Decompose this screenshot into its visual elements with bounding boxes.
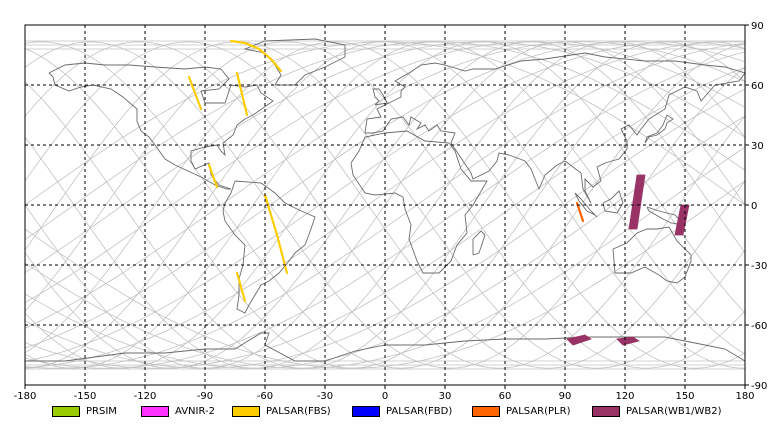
swath-palsar-wb1-wb2- — [616, 336, 640, 346]
orbit-track — [25, 41, 745, 369]
swath-palsar-fbs- — [187, 75, 203, 111]
coverage-map: -180 -150 -120 -90 -60 -30 0 30 60 90 120 150 180 90 6… — [14, 21, 768, 400]
orbit-track — [25, 41, 745, 369]
legend-item-avnir-2: AVNIR-2 — [141, 404, 215, 418]
x-tick-label: 180 — [735, 391, 754, 400]
legend-item-palsar-wb: PALSAR(WB1/WB2) — [592, 404, 722, 418]
orbit-track — [25, 41, 745, 362]
coastline — [472, 230, 486, 256]
swath-palsar-wb1-wb2- — [628, 174, 646, 230]
y-tick-label: 90 — [751, 21, 764, 32]
orbit-track — [25, 41, 745, 369]
legend-label-avnir-2: AVNIR-2 — [175, 405, 215, 417]
orbit-track — [25, 42, 745, 369]
orbit-track — [25, 41, 745, 369]
orbit-track — [25, 51, 745, 369]
legend-swatch-palsar-fbd — [352, 405, 380, 417]
observation-swaths — [187, 39, 690, 346]
y-tick-label: -60 — [751, 321, 767, 332]
legend-label-palsar-fbs: PALSAR(FBS) — [266, 405, 331, 417]
coastline — [350, 130, 488, 274]
y-tick-label: -90 — [751, 381, 767, 392]
orbit-track — [25, 41, 745, 369]
x-tick-label: -180 — [14, 391, 37, 400]
legend-swatch-avnir-2 — [141, 405, 169, 417]
coastline — [48, 62, 274, 190]
coastline — [612, 226, 692, 284]
legend-swatch-palsar-fbs — [232, 405, 260, 417]
x-tick-label: 120 — [615, 391, 634, 400]
orbit-track — [25, 41, 745, 369]
swath-palsar-fbs- — [235, 271, 247, 303]
swath-palsar-fbs- — [207, 163, 219, 189]
x-tick-label: -60 — [257, 391, 273, 400]
x-tick-label: 60 — [499, 391, 512, 400]
orbit-track — [25, 41, 745, 369]
y-tick-label: 60 — [751, 81, 764, 92]
legend-item-prism: PRSIM — [52, 404, 117, 418]
legend-swatch-palsar-wb — [592, 405, 620, 417]
y-tick-label: -30 — [751, 261, 767, 272]
legend-label-palsar-wb: PALSAR(WB1/WB2) — [626, 405, 722, 417]
orbit-track — [25, 41, 745, 369]
orbit-track — [25, 41, 745, 369]
axis-ticks: -180 -150 -120 -90 -60 -30 0 30 60 90 120 150 180 90 6… — [14, 21, 768, 400]
coastline — [222, 180, 316, 314]
swath-palsar-fbs- — [235, 71, 249, 117]
orbit-track — [25, 146, 745, 369]
orbit-tracks — [25, 40, 745, 370]
x-tick-label: 0 — [382, 391, 388, 400]
orbit-track — [25, 180, 745, 369]
legend-label-palsar-fbd: PALSAR(FBD) — [386, 405, 453, 417]
orbit-track — [25, 41, 745, 369]
swath-palsar-wb1-wb2- — [566, 334, 592, 346]
x-tick-label: 30 — [439, 391, 452, 400]
x-tick-label: -30 — [317, 391, 333, 400]
coastline — [644, 114, 674, 144]
coastline — [574, 192, 598, 218]
swath-palsar-fbs- — [229, 39, 283, 73]
orbit-track — [25, 66, 745, 369]
x-tick-label: -120 — [134, 391, 157, 400]
legend-item-palsar-fbs: PALSAR(FBS) — [232, 404, 331, 418]
swath-palsar-fbs- — [263, 193, 289, 275]
orbit-track — [25, 41, 745, 274]
x-tick-label: 90 — [559, 391, 572, 400]
legend-swatch-palsar-plr — [472, 405, 500, 417]
graticule-grid — [25, 25, 745, 385]
legend-item-palsar-fbd: PALSAR(FBD) — [352, 404, 452, 418]
coastline — [372, 88, 388, 106]
orbit-track — [25, 115, 745, 369]
x-tick-label: 150 — [675, 391, 694, 400]
orbit-track — [25, 88, 745, 369]
orbit-track — [25, 41, 745, 369]
x-tick-label: -90 — [197, 391, 213, 400]
legend-label-prism: PRSIM — [86, 405, 117, 417]
legend-swatch-prism — [52, 405, 80, 417]
y-tick-label: 30 — [751, 141, 764, 152]
orbit-track — [25, 41, 745, 304]
orbit-track — [25, 41, 745, 369]
legend: PRSIM AVNIR-2 PALSAR(FBS) PALSAR(FBD) PA… — [0, 401, 770, 423]
legend-item-palsar-plr: PALSAR(PLR) — [472, 404, 570, 418]
legend-label-palsar-plr: PALSAR(PLR) — [506, 405, 571, 417]
swath-palsar-plr- — [575, 201, 585, 223]
coastline — [602, 190, 624, 214]
coastline — [364, 52, 745, 204]
orbit-track — [25, 41, 745, 349]
x-tick-label: -150 — [74, 391, 97, 400]
orbit-track — [25, 41, 745, 329]
orbit-track — [25, 41, 745, 369]
orbit-track — [25, 41, 745, 241]
y-tick-label: 0 — [751, 201, 757, 212]
